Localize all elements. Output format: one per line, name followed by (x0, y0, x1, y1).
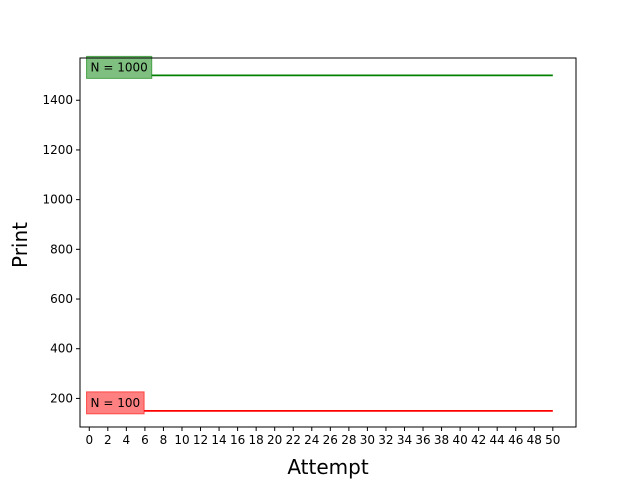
x-tick-label: 20 (267, 433, 282, 447)
y-tick-label: 600 (50, 292, 73, 306)
x-tick-label: 34 (397, 433, 412, 447)
series-label-box (86, 55, 153, 79)
x-tick-label: 38 (434, 433, 449, 447)
x-tick-label: 12 (193, 433, 208, 447)
series-label-box (86, 391, 145, 415)
y-tick-label: 800 (50, 242, 73, 256)
x-tick-label: 6 (141, 433, 149, 447)
y-axis-title: Print (8, 222, 32, 268)
x-tick-label: 26 (323, 433, 338, 447)
x-tick-label: 48 (527, 433, 542, 447)
x-tick-label: 32 (378, 433, 393, 447)
y-tick-label: 1400 (42, 93, 73, 107)
x-tick-label: 28 (341, 433, 356, 447)
plot-frame (79, 57, 577, 428)
x-tick-label: 22 (286, 433, 301, 447)
x-tick-label: 42 (471, 433, 486, 447)
series-label-text: N = 100 (91, 396, 141, 410)
x-axis: 0 2 4 6 8 10 12 14 16 18 20 22 24 26 28 30 32 34 36 38 40 42 4… (85, 427, 560, 447)
x-tick-label: 0 (85, 433, 93, 447)
series-layer (98, 74, 553, 412)
y-tick-label: 1200 (42, 143, 73, 157)
x-tick-label: 44 (490, 433, 505, 447)
y-tick-label: 200 (50, 391, 73, 405)
x-tick-label: 4 (123, 433, 131, 447)
series-label-text: N = 1000 (91, 60, 148, 74)
x-tick-label: 46 (508, 433, 523, 447)
x-tick-label: 30 (360, 433, 375, 447)
y-tick-label: 1000 (42, 193, 73, 207)
annotation-layer: N = 1000 N = 100 (86, 55, 153, 415)
x-tick-label: 16 (230, 433, 245, 447)
y-axis: 200 400 600 800 1000 1200 1400 (42, 93, 80, 405)
x-tick-label: 40 (452, 433, 467, 447)
x-tick-label: 36 (415, 433, 430, 447)
x-axis-title: Attempt (287, 455, 368, 479)
x-tick-label: 2 (104, 433, 112, 447)
y-tick-label: 400 (50, 342, 73, 356)
series-label: N = 1000 (86, 55, 153, 79)
x-tick-label: 10 (174, 433, 189, 447)
x-tick-label: 50 (545, 433, 560, 447)
x-tick-label: 18 (249, 433, 264, 447)
x-tick-label: 24 (304, 433, 319, 447)
series-label: N = 100 (86, 391, 145, 415)
x-tick-label: 8 (160, 433, 168, 447)
x-tick-label: 14 (211, 433, 226, 447)
plot-background (80, 58, 576, 427)
